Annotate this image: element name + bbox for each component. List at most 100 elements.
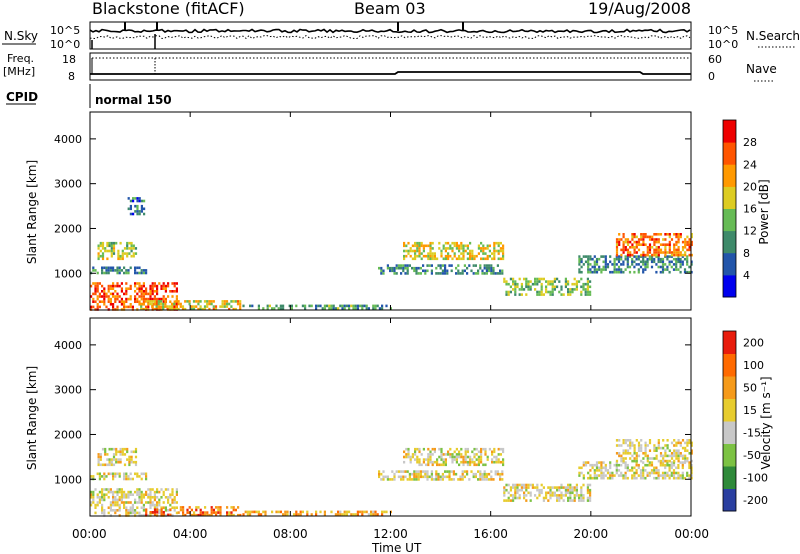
heatmap-cell: [657, 439, 660, 442]
heatmap-cell: [659, 454, 663, 458]
heatmap-cell: [420, 252, 423, 255]
heatmap-cell: [479, 475, 482, 479]
heatmap-cell: [90, 503, 93, 507]
heatmap-cell: [315, 513, 318, 516]
heatmap-cell: [400, 475, 403, 479]
heatmap-cell: [624, 441, 627, 445]
heatmap-cell: [217, 508, 220, 512]
heatmap-cell: [101, 488, 104, 491]
heatmap-cell: [136, 292, 139, 296]
heatmap-cell: [418, 249, 421, 253]
heatmap-cell: [164, 305, 167, 308]
heatmap-cell: [626, 253, 630, 257]
heatmap-cell: [593, 265, 596, 269]
heatmap-cell: [350, 513, 353, 516]
heatmap-cell: [631, 476, 634, 480]
heatmap-cell: [173, 282, 176, 285]
heatmap-cell: [466, 463, 469, 467]
heatmap-cell: [382, 478, 385, 481]
heatmap-cell: [615, 466, 618, 470]
heatmap-cell: [644, 476, 647, 480]
heatmap-cell: [306, 510, 309, 514]
heatmap-cell: [453, 455, 456, 459]
heatmap-cell: [488, 478, 491, 481]
heatmap-cell: [440, 458, 443, 461]
heatmap-cell: [646, 265, 649, 269]
heatmap-cell: [620, 474, 623, 477]
heatmap-cell: [182, 511, 185, 514]
heatmap-cell: [637, 474, 640, 477]
heatmap-cell: [297, 513, 300, 516]
heatmap-cell: [223, 300, 226, 303]
heatmap-cell: [374, 307, 377, 310]
heatmap-cell: [130, 450, 133, 454]
heatmap-cell: [208, 513, 211, 517]
heatmap-cell: [495, 460, 498, 464]
heatmap-cell: [403, 257, 406, 261]
heatmap-cell: [635, 246, 638, 249]
heatmap-cell: [442, 244, 445, 248]
heatmap-cell: [156, 506, 159, 509]
heatmap-cell: [483, 478, 486, 481]
heatmap-cell: [575, 280, 578, 283]
heatmap-cell: [264, 510, 267, 514]
heatmap-cell: [160, 511, 163, 514]
heatmap-cell: [156, 297, 159, 301]
heatmap-cell: [416, 249, 419, 253]
heatmap-cell: [99, 453, 102, 456]
heatmap-cell: [433, 252, 436, 255]
heatmap-cell: [553, 491, 556, 495]
heatmap-cell: [101, 269, 104, 272]
heatmap-cell: [436, 460, 439, 464]
heatmap-cell: [136, 266, 139, 270]
heatmap-cell: [136, 493, 139, 496]
heatmap-cell: [631, 441, 634, 445]
heatmap-cell: [110, 241, 113, 245]
heatmap-cell: [407, 252, 410, 255]
heatmap-cell: [268, 304, 271, 308]
heatmap-cell: [101, 447, 105, 451]
x-tick-label: 00:00: [674, 527, 709, 541]
heatmap-cell: [542, 277, 545, 281]
heatmap-cell: [107, 295, 110, 298]
heatmap-cell: [472, 264, 475, 267]
heatmap-cell: [417, 266, 420, 270]
heatmap-cell: [142, 307, 145, 311]
heatmap-cell: [466, 460, 469, 464]
heatmap-cell: [534, 486, 537, 489]
heatmap-cell: [514, 491, 517, 495]
heatmap-cell: [228, 513, 231, 517]
heatmap-cell: [650, 260, 654, 264]
heatmap-cell: [429, 455, 432, 459]
heatmap-cell: [120, 297, 123, 301]
heatmap-cell: [462, 257, 465, 261]
heatmap-cell: [112, 503, 115, 507]
heatmap-cell: [495, 241, 498, 245]
heatmap-cell: [598, 268, 601, 271]
heatmap-cell: [600, 461, 603, 464]
heatmap-cell: [433, 447, 436, 451]
heatmap-cell: [315, 304, 318, 308]
heatmap-cell: [101, 498, 104, 502]
heatmap-cell: [94, 511, 97, 515]
heatmap-cell: [149, 511, 152, 514]
heatmap-cell: [586, 282, 589, 286]
heatmap-cell: [195, 300, 198, 303]
heatmap-cell: [386, 264, 389, 267]
heatmap-cell: [573, 496, 576, 500]
heatmap-cell: [651, 238, 654, 241]
heatmap-cell: [604, 257, 607, 261]
heatmap-cell: [418, 252, 421, 255]
heatmap-cell: [668, 240, 671, 244]
heatmap-cell: [101, 295, 104, 298]
heatmap-cell: [595, 257, 599, 261]
heatmap-cell: [502, 247, 505, 250]
heatmap-cell: [275, 304, 278, 308]
heatmap-cell: [666, 446, 669, 450]
heatmap-cell: [624, 268, 627, 271]
heatmap-cell: [677, 471, 680, 475]
heatmap-cell: [659, 452, 663, 455]
heatmap-cell: [670, 466, 673, 470]
heatmap-cell: [162, 287, 165, 290]
